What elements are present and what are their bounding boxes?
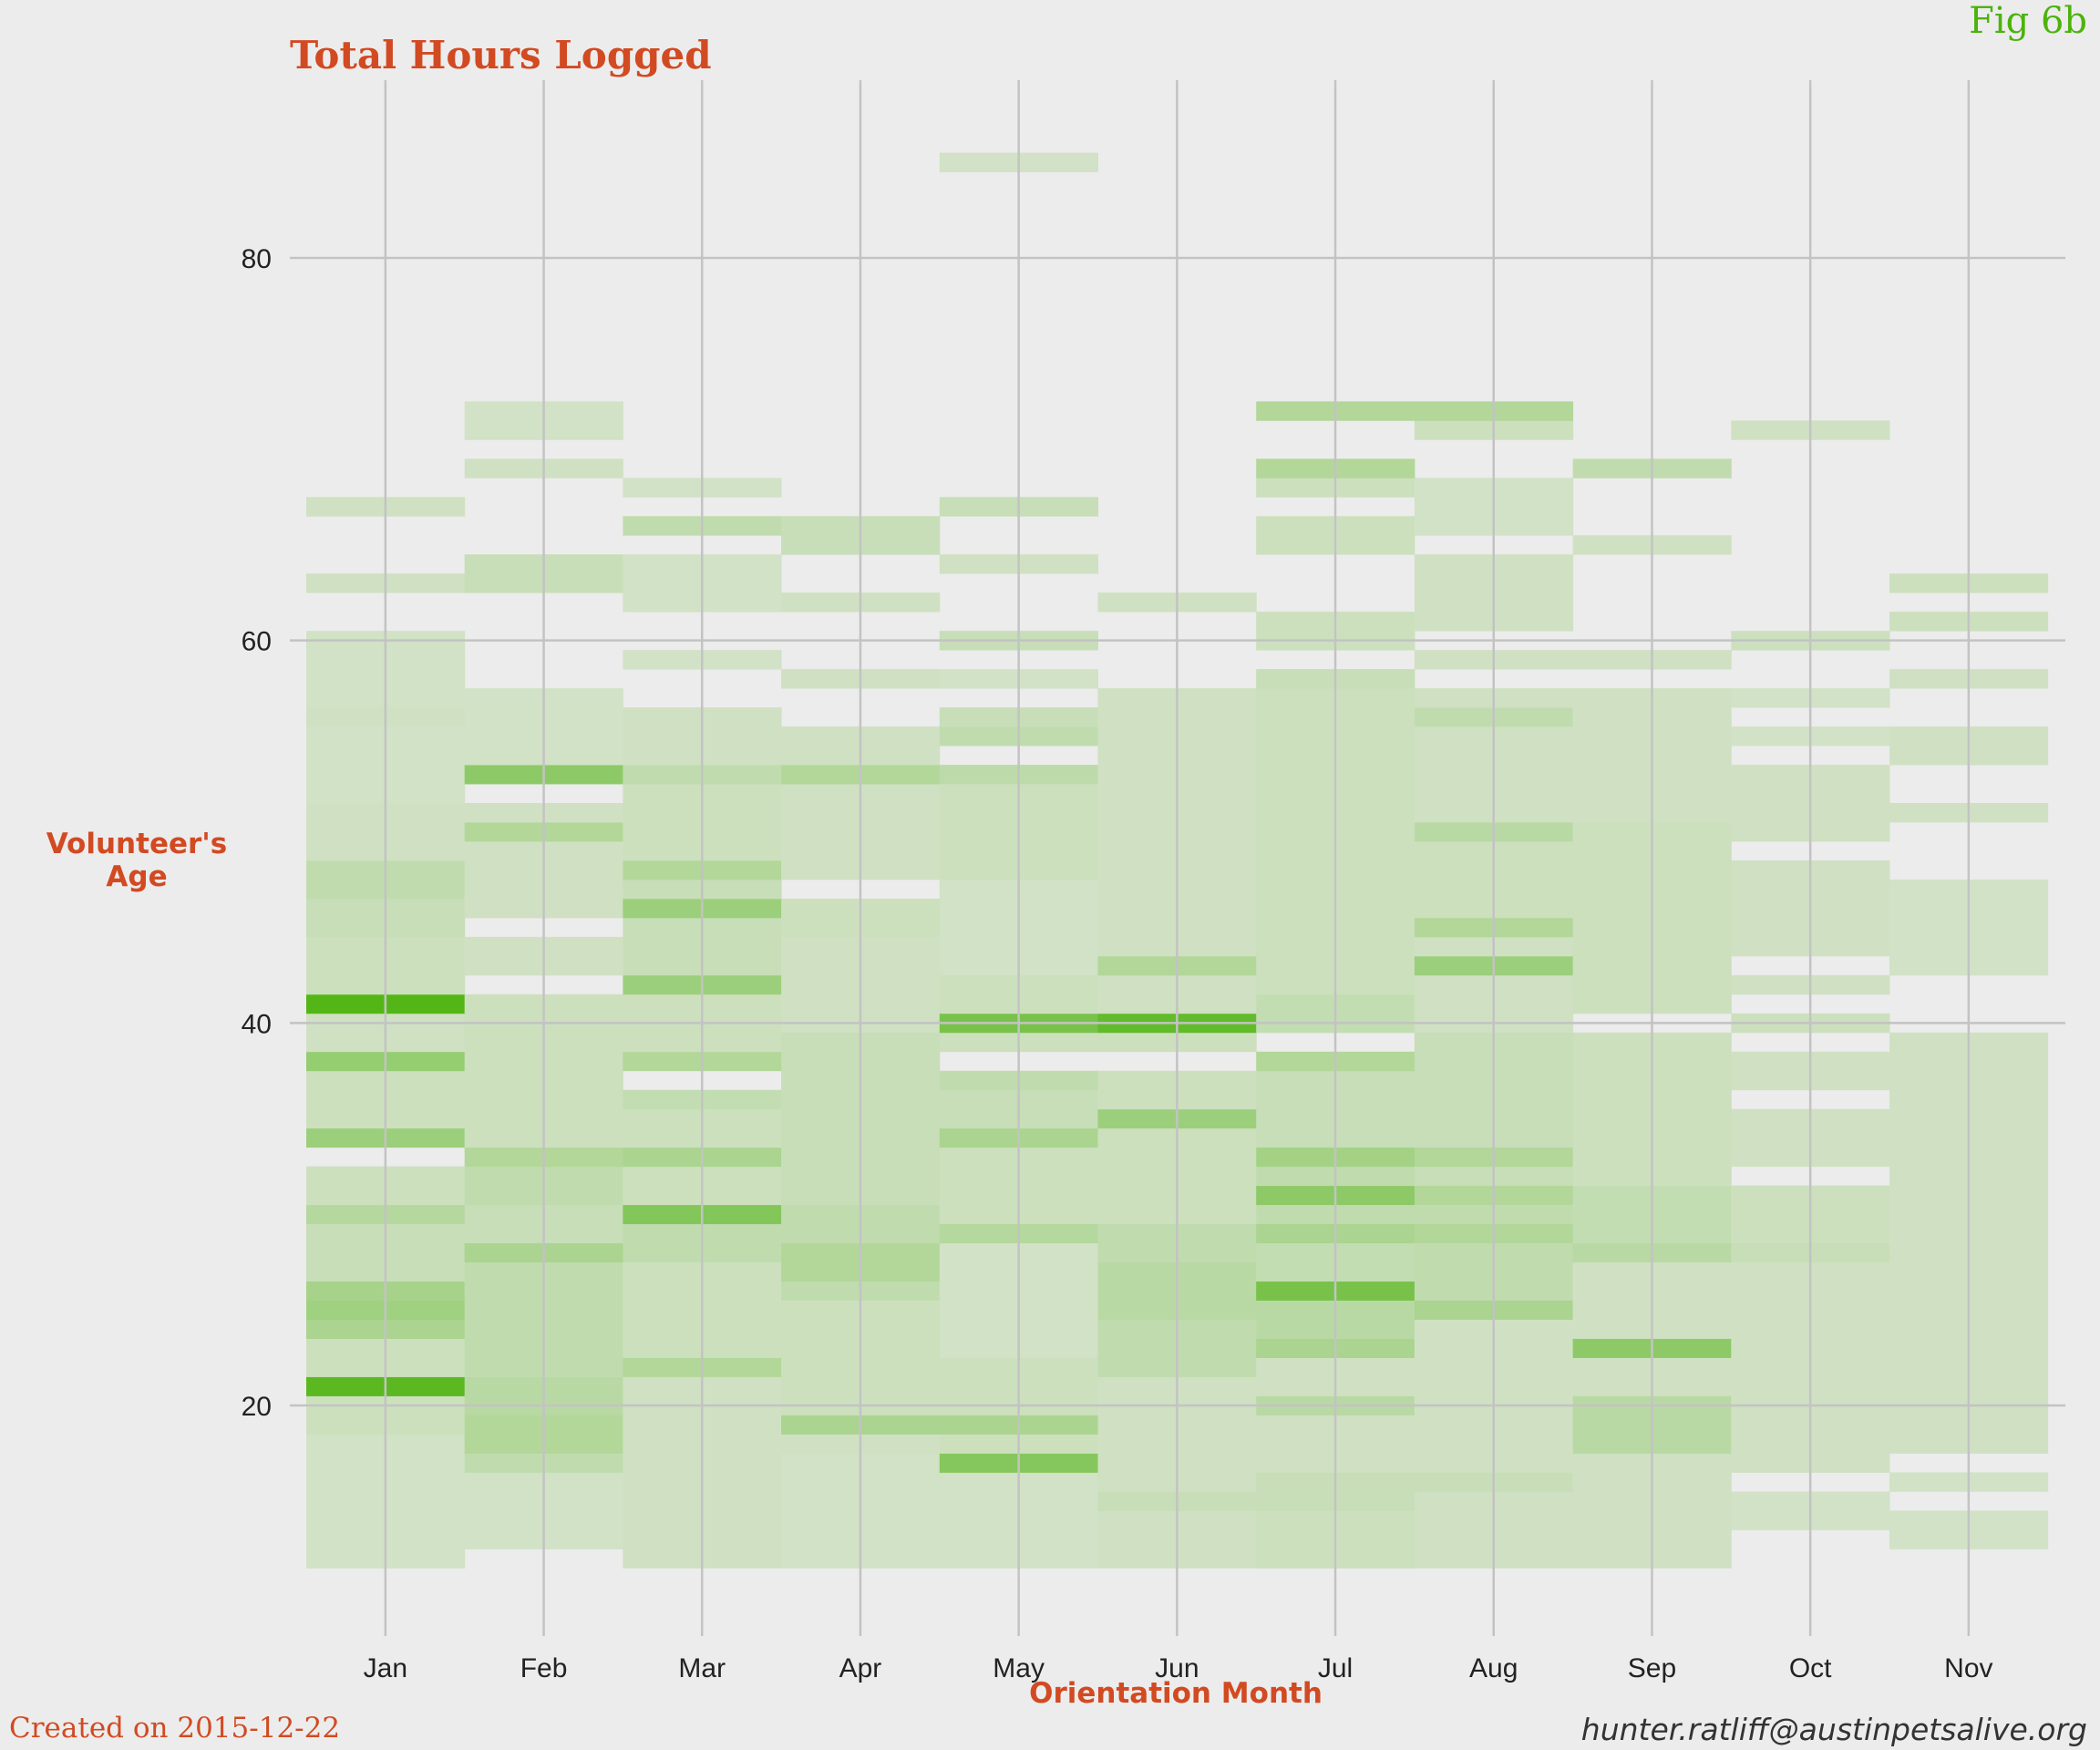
x-tick-label: Aug	[1469, 1653, 1518, 1683]
x-axis-ticks: Jan Feb Mar Apr May Jun Jul Aug Sep Oct Nov	[364, 1653, 1993, 1683]
x-tick-label: Oct	[1789, 1653, 1832, 1683]
x-tick-label: May	[993, 1653, 1045, 1683]
created-date: Created on 2015-12-22	[9, 1712, 341, 1745]
y-tick-label: 80	[242, 244, 272, 274]
x-tick-label: Nov	[1944, 1653, 1992, 1683]
y-axis-ticks: 20 40 60 80	[242, 244, 272, 1422]
x-tick-label: Sep	[1628, 1653, 1676, 1683]
figure-label: Fig 6b	[1969, 0, 2087, 42]
chart-title: Total Hours Logged	[290, 33, 712, 77]
y-tick-label: 60	[242, 627, 272, 657]
x-tick-label: Feb	[520, 1653, 568, 1683]
x-tick-label: Apr	[839, 1653, 882, 1683]
y-axis-label: Volunteer's Age	[46, 828, 228, 893]
x-tick-label: Jul	[1318, 1653, 1353, 1683]
x-tick-label: Jun	[1155, 1653, 1199, 1683]
y-tick-label: 40	[242, 1009, 272, 1039]
author-credit: hunter.ratliff@austinpetsalive.org	[1580, 1712, 2087, 1747]
grid-lines	[290, 80, 2065, 1636]
x-tick-label: Jan	[364, 1653, 407, 1683]
x-axis-label: Orientation Month	[1029, 1677, 1323, 1710]
x-tick-label: Mar	[678, 1653, 726, 1683]
y-tick-label: 20	[242, 1392, 272, 1422]
